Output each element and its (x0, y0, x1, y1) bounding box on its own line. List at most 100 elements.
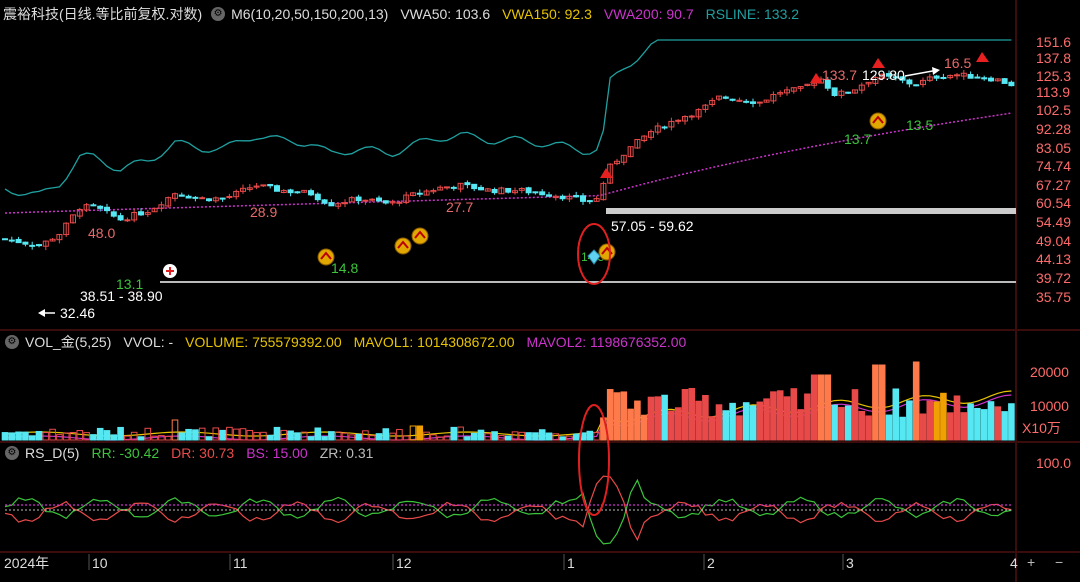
high-label: 133.7 (822, 67, 857, 83)
candle-body (858, 84, 865, 91)
volume-bar (518, 431, 526, 441)
rs-settings-icon[interactable]: ⚙ (5, 446, 19, 460)
price-tick: 39.72 (1036, 270, 1071, 286)
volume-bar (314, 427, 322, 441)
volume-bar (756, 401, 764, 441)
candle-body (403, 194, 410, 203)
zoom-in-button[interactable]: + (1027, 554, 1035, 570)
volume-bar (232, 428, 240, 441)
candle-body (158, 204, 165, 209)
volume-bar (171, 419, 179, 441)
volume-bar (130, 431, 138, 441)
candle-body (688, 115, 695, 118)
volume-bar (790, 388, 798, 441)
candle-body (824, 79, 831, 89)
candle-body (566, 195, 573, 200)
volume-bar (702, 394, 709, 441)
rs-tick: 100.0 (1036, 455, 1071, 471)
diamond-icon (587, 249, 601, 265)
mavol1-line (4, 390, 1012, 437)
candle-body (15, 238, 22, 244)
candle-body (906, 79, 913, 85)
volume-bar (49, 428, 56, 441)
volume-bar (144, 427, 152, 441)
volume-bar (226, 426, 233, 441)
volume-bar (178, 432, 186, 441)
candle-body (42, 240, 49, 247)
candle-body (178, 194, 185, 197)
volume-bar (348, 434, 356, 441)
zoom-out-button[interactable]: − (1055, 554, 1063, 570)
candle-body (926, 76, 933, 81)
settings-icon[interactable]: ⚙ (211, 7, 226, 21)
volume-bar (593, 432, 600, 441)
volume-tick: 10000 (1030, 398, 1069, 414)
low-label: 32.46 (60, 305, 95, 321)
candle-body (525, 187, 532, 194)
volume-bar (260, 431, 267, 441)
candle-body (267, 183, 274, 187)
volume-bar (844, 405, 852, 441)
rs-name: RS_D(5) (25, 445, 80, 461)
candle-body (593, 198, 600, 202)
price-tick: 137.8 (1036, 50, 1071, 66)
candle-body (104, 206, 110, 212)
volume-bar (137, 436, 145, 441)
candle-body (974, 76, 981, 79)
candle-body (845, 91, 852, 94)
volume-bar (974, 407, 981, 441)
change-label: 16.5 (944, 55, 971, 71)
rs-header: ⚙ RS_D(5) RR: -30.42 DR: 30.73 BS: 15.00… (0, 442, 385, 464)
candle-body (886, 73, 892, 77)
volume-bar (797, 409, 804, 441)
volume-bar (654, 396, 662, 441)
change-label: 14.8 (331, 260, 358, 276)
candle-body (423, 190, 430, 196)
candle-body (512, 190, 518, 194)
date-tick: 4 (1010, 555, 1018, 571)
volume-bar (810, 374, 818, 441)
date-tick: 12 (396, 555, 412, 571)
volume-bar (566, 435, 573, 441)
volume-bar (62, 432, 70, 441)
volume-bar (22, 431, 29, 441)
vwa50-label: VWA50: 103.6 (400, 6, 491, 22)
volume-bar (525, 432, 532, 441)
date-tick: 11 (233, 555, 248, 571)
volume-bar (457, 426, 464, 441)
volume-bar (681, 389, 689, 441)
zr-label: ZR: 0.31 (319, 445, 374, 461)
volume-settings-icon[interactable]: ⚙ (5, 335, 19, 349)
volume-bar (504, 435, 512, 441)
candle-body (872, 76, 879, 84)
candle-body (457, 182, 464, 190)
candle-body (580, 195, 586, 202)
candle-body (314, 193, 321, 201)
candle-body (627, 146, 634, 158)
candle-body (301, 189, 308, 193)
candle-body (981, 77, 988, 80)
volume-unit: X10万 (1022, 420, 1061, 436)
volume-bar (552, 433, 560, 441)
highlight-ellipse (577, 223, 611, 285)
triangle-marker-icon (600, 168, 613, 178)
candle-body (49, 238, 56, 242)
price-tick: 54.49 (1036, 214, 1071, 230)
vwa200-line (4, 112, 1012, 214)
candle-body (117, 215, 124, 221)
volume-bar (239, 428, 247, 441)
volume-bar (416, 425, 424, 441)
volume-bar (776, 390, 784, 441)
volume-bar (749, 405, 757, 441)
candle-body (110, 211, 117, 217)
volume-axis: 20000 10000 X10万 (1022, 364, 1069, 436)
candle-body (260, 184, 267, 187)
candle-body (165, 197, 172, 207)
volume-bar (817, 374, 825, 441)
volume-header: ⚙ VOL_金(5,25) VVOL: - VOLUME: 755579392.… (0, 331, 698, 353)
vol-name: VOL_金(5,25) (25, 334, 112, 350)
range-label: 38.51 - 38.90 (80, 288, 163, 304)
volume-bar (266, 434, 274, 441)
candle-body (396, 201, 403, 204)
